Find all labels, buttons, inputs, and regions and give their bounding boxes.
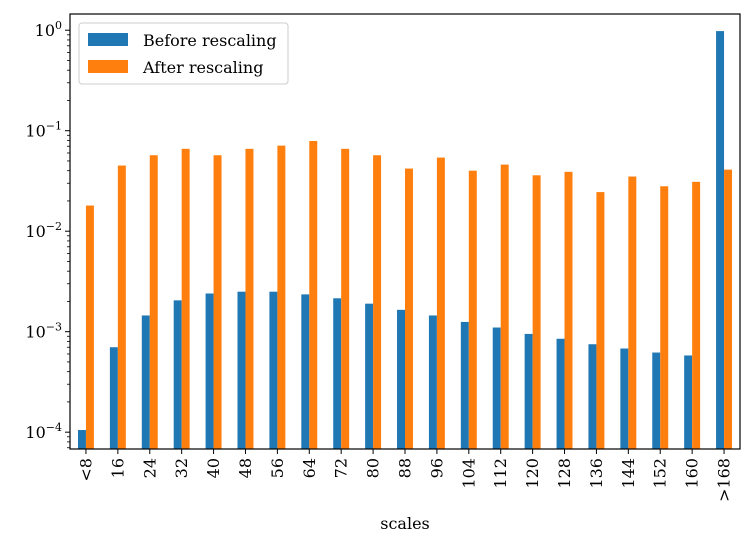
bar-before-9: [365, 303, 374, 449]
y-tick-label: 10−3: [25, 321, 62, 342]
x-tick-label: 80: [364, 458, 383, 478]
x-tick-label: 64: [300, 458, 319, 478]
bar-after-13: [500, 164, 509, 449]
x-tick-label: >168: [715, 458, 734, 502]
bar-after-9: [373, 155, 382, 449]
bar-after-0: [85, 205, 94, 449]
x-axis: <8 16 24 32 40 48 56 64 72 80 88 96 104 112 120 128 136 1…: [76, 449, 734, 502]
bar-before-0: [77, 430, 86, 449]
legend-label-after: After rescaling: [142, 58, 263, 77]
bar-after-4: [213, 155, 222, 449]
bar-before-20: [716, 31, 725, 449]
x-tick-label: 112: [491, 458, 510, 489]
bar-before-1: [109, 347, 118, 449]
x-tick-label: 144: [619, 458, 638, 489]
x-tick-label: 56: [268, 458, 287, 478]
x-tick-label: 128: [555, 458, 574, 489]
bar-after-2: [149, 155, 158, 449]
bar-before-15: [556, 338, 565, 449]
x-tick-label: <8: [76, 458, 95, 482]
bar-after-10: [405, 168, 413, 449]
bar-after-7: [309, 140, 318, 449]
bar-before-16: [588, 344, 597, 449]
bar-after-16: [596, 192, 605, 449]
bar-before-18: [652, 352, 661, 449]
bar-before-2: [141, 315, 150, 449]
bar-after-19: [692, 181, 701, 449]
bars-layer: [77, 31, 733, 450]
bar-after-17: [628, 176, 637, 449]
x-tick-label: 24: [140, 458, 159, 478]
x-tick-label: 120: [523, 458, 542, 489]
bar-after-12: [468, 170, 477, 449]
bar-before-12: [460, 321, 469, 449]
bar-before-4: [205, 293, 214, 449]
legend-swatch-after: [88, 60, 128, 73]
x-tick-label: 160: [683, 458, 702, 489]
bar-after-15: [564, 171, 573, 449]
x-tick-label: 32: [172, 458, 191, 478]
y-tick-label: 10−1: [25, 120, 62, 141]
x-tick-label: 96: [427, 458, 446, 478]
legend-box: [78, 22, 289, 85]
bar-after-3: [181, 148, 190, 449]
bar-before-10: [397, 309, 405, 449]
x-tick-label: 152: [651, 458, 670, 489]
bar-before-19: [684, 355, 693, 449]
bar-after-14: [532, 175, 541, 450]
legend: Before rescaling After rescaling: [78, 22, 289, 85]
x-tick-label: 40: [204, 458, 223, 478]
plot-frame: [69, 13, 741, 450]
bar-before-17: [620, 348, 629, 449]
bar-before-11: [428, 315, 437, 449]
bar-before-3: [173, 300, 182, 449]
legend-label-before: Before rescaling: [143, 31, 277, 50]
bar-before-7: [301, 294, 310, 449]
y-tick-label: 10−2: [25, 220, 62, 241]
bar-after-11: [436, 157, 445, 450]
y-tick-label: 10−4: [25, 421, 62, 442]
x-tick-label: 72: [332, 458, 351, 478]
x-tick-label: 104: [459, 458, 478, 489]
y-tick-label: 100: [35, 19, 62, 40]
bar-after-5: [245, 148, 254, 449]
x-axis-title: scales: [380, 514, 430, 533]
legend-swatch-before: [88, 33, 128, 46]
bar-before-13: [492, 327, 501, 449]
bar-after-1: [117, 165, 126, 449]
bar-after-20: [724, 169, 733, 450]
y-axis: 10−4 10−3 10−2 10−1 100: [25, 19, 70, 449]
x-tick-label: 16: [108, 458, 127, 478]
bar-after-8: [341, 148, 350, 449]
bar-after-18: [660, 186, 669, 449]
bar-before-14: [524, 333, 533, 449]
x-tick-label: 48: [236, 458, 255, 478]
bar-before-6: [269, 291, 278, 449]
bar-before-8: [333, 298, 342, 449]
x-tick-label: 136: [587, 458, 606, 489]
x-tick-label: 88: [396, 458, 415, 478]
bar-before-5: [237, 291, 246, 449]
bar-after-6: [277, 145, 286, 449]
